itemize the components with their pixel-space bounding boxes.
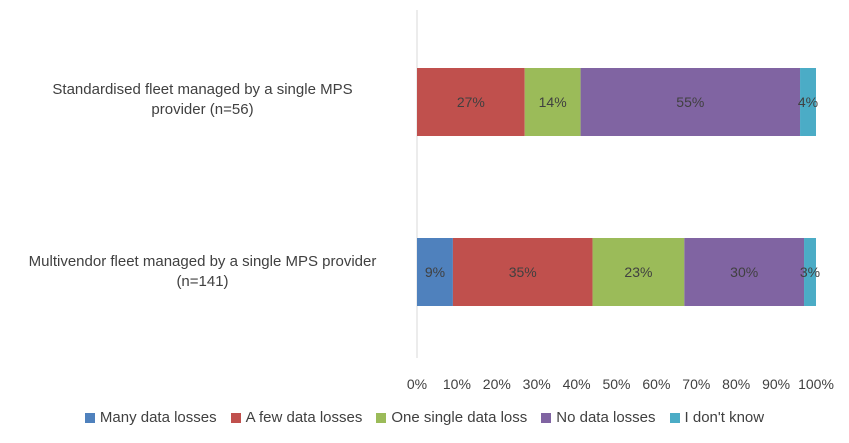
x-tick-label: 100% (798, 376, 834, 392)
legend-label: Many data losses (99, 409, 217, 426)
category-label-line: (n=141) (176, 273, 229, 290)
legend-label: A few data losses (245, 409, 363, 426)
legend-item: A few data losses (230, 409, 363, 426)
legend-label: One single data loss (391, 409, 528, 426)
x-tick-label: 80% (722, 376, 750, 392)
legend-label: No data losses (556, 409, 656, 426)
legend-swatch (669, 412, 680, 423)
category-label-line: provider (n=56) (151, 101, 254, 118)
x-tick-label: 10% (443, 376, 471, 392)
x-tick-label: 40% (563, 376, 591, 392)
data-label: 14% (539, 94, 567, 110)
x-tick-label: 20% (483, 376, 511, 392)
data-label: 3% (800, 264, 820, 280)
x-tick-label: 50% (602, 376, 630, 392)
bar-segment (524, 68, 581, 136)
data-label: 30% (730, 264, 758, 280)
legend-item: No data losses (541, 409, 656, 426)
bar-segment (580, 68, 801, 136)
bar-segment (452, 238, 593, 306)
bar-segment (684, 238, 805, 306)
x-tick-label: 90% (762, 376, 790, 392)
legend-swatch (376, 412, 387, 423)
legend: Many data losses A few data losses One sin… (0, 409, 849, 426)
category-label-line: Multivendor fleet managed by a single MP… (28, 253, 377, 270)
data-label: 55% (676, 94, 704, 110)
x-tick-label: 70% (682, 376, 710, 392)
x-tick-label: 30% (523, 376, 551, 392)
bar-segment (804, 238, 816, 306)
legend-label: I don't know (684, 409, 765, 426)
category-label: Multivendor fleet managed by a single MP… (0, 252, 405, 292)
data-label: 27% (457, 94, 485, 110)
legend-swatch (84, 412, 95, 423)
x-tick-label: 0% (407, 376, 427, 392)
bar-segment (800, 68, 816, 136)
bar-segment (592, 238, 685, 306)
legend-item: Many data losses (84, 409, 217, 426)
legend-item: I don't know (669, 409, 765, 426)
legend-swatch (230, 412, 241, 423)
category-label-line: Standardised fleet managed by a single M… (52, 81, 353, 98)
x-tick-label: 60% (642, 376, 670, 392)
data-label: 35% (509, 264, 537, 280)
data-label: 23% (624, 264, 652, 280)
legend-swatch (541, 412, 552, 423)
data-label: 9% (425, 264, 445, 280)
data-label: 4% (798, 94, 818, 110)
bar-segment (417, 68, 525, 136)
category-label: Standardised fleet managed by a single M… (0, 80, 405, 120)
bar-segment (417, 238, 453, 306)
legend-item: One single data loss (376, 409, 527, 426)
